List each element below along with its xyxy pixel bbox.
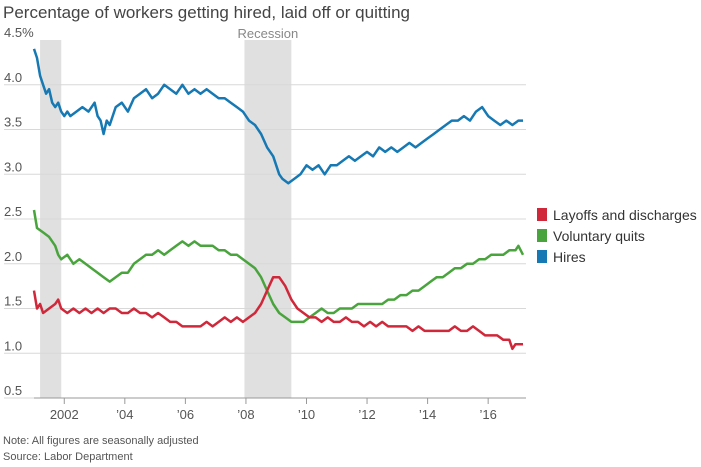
y-axis-ticks: 4.5% 4.0 3.5 3.0 2.5 2.0 1.5 1.0 0.5 bbox=[4, 25, 34, 398]
y-tick-label: 1.5 bbox=[4, 294, 22, 309]
source-text: Source: Labor Department bbox=[3, 451, 133, 463]
y-tick-label: 3.0 bbox=[4, 159, 22, 174]
legend-item-layoffs: Layoffs and discharges bbox=[537, 204, 697, 225]
x-tick-label: ’04 bbox=[116, 407, 133, 422]
legend-swatch-hires bbox=[537, 250, 547, 263]
x-tick-label: ’08 bbox=[237, 407, 254, 422]
x-tick-label: ’12 bbox=[358, 407, 375, 422]
legend-swatch-layoffs bbox=[537, 208, 547, 221]
legend-label-hires: Hires bbox=[553, 248, 586, 265]
y-tick-label: 4.0 bbox=[4, 70, 22, 85]
legend: Layoffs and discharges Voluntary quits H… bbox=[537, 204, 697, 267]
y-tick-label: 3.5 bbox=[4, 115, 22, 130]
x-tick-label: ’14 bbox=[419, 407, 436, 422]
y-tick-label: 2.5 bbox=[4, 204, 22, 219]
series-lines bbox=[32, 48, 525, 351]
legend-swatch-quits bbox=[537, 229, 547, 242]
legend-label-quits: Voluntary quits bbox=[553, 227, 645, 244]
recession-label: Recession bbox=[238, 26, 299, 41]
legend-label-layoffs: Layoffs and discharges bbox=[553, 206, 697, 223]
series-line-hires bbox=[32, 48, 523, 185]
legend-item-hires: Hires bbox=[537, 246, 697, 267]
chart-title: Percentage of workers getting hired, lai… bbox=[3, 3, 410, 22]
y-tick-label: 2.0 bbox=[4, 249, 22, 264]
y-tick-label: 1.0 bbox=[4, 338, 22, 353]
legend-item-quits: Voluntary quits bbox=[537, 225, 697, 246]
recession-bands: Recession bbox=[40, 26, 298, 398]
x-tick-label: ’06 bbox=[177, 407, 194, 422]
series-line-layoffs bbox=[32, 275, 523, 351]
x-tick-label: ’10 bbox=[298, 407, 315, 422]
footnotes: Note: All figures are seasonally adjuste… bbox=[3, 433, 199, 465]
note-text: Note: All figures are seasonally adjuste… bbox=[3, 435, 199, 447]
x-tick-label: ’16 bbox=[479, 407, 496, 422]
x-tick-label: 2002 bbox=[50, 407, 79, 422]
y-tick-label: 0.5 bbox=[4, 383, 22, 398]
series-line-quits bbox=[32, 209, 525, 324]
y-tick-label: 4.5% bbox=[4, 25, 34, 40]
x-axis-ticks: 2002 ’04 ’06 ’08 ’10 ’12 ’14 ’16 bbox=[50, 398, 497, 422]
